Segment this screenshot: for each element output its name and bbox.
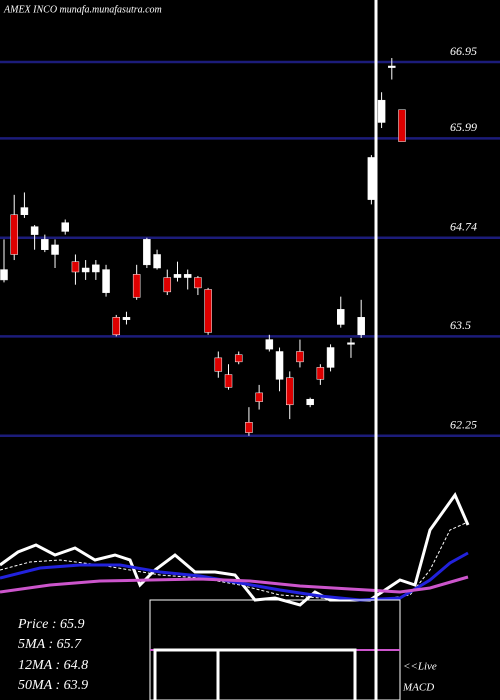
candle-body <box>81 267 90 273</box>
candle-body <box>214 357 223 372</box>
live-label: <<Live <box>403 661 437 673</box>
candle-body <box>285 377 294 406</box>
candle-body <box>30 226 39 235</box>
candle-body <box>122 317 131 320</box>
candle-body <box>255 392 263 402</box>
candle-body <box>326 347 335 368</box>
macd-line <box>153 648 357 700</box>
candle-body <box>275 351 284 380</box>
ma-line-magenta <box>0 575 469 594</box>
indicator-label: MACD <box>402 682 434 694</box>
candle-body <box>388 65 396 68</box>
candle-body <box>234 354 243 363</box>
candle-body <box>143 239 151 266</box>
price-info: Price : 65.9 <box>17 617 84 632</box>
candle-body <box>265 339 274 350</box>
candle-body <box>398 109 406 142</box>
candle-body <box>224 374 233 388</box>
candle-body <box>377 99 386 123</box>
y-tick-label: 65.99 <box>450 120 477 134</box>
y-tick-label: 62.25 <box>450 418 477 432</box>
candle-body <box>0 269 8 281</box>
candle-body <box>71 261 80 273</box>
candle-body <box>306 398 314 406</box>
candle-body <box>102 269 110 293</box>
ma12-info: 12MA : 64.8 <box>18 658 88 673</box>
indicator-panel <box>0 491 470 700</box>
candle-body <box>112 317 121 336</box>
candle-body <box>153 254 161 269</box>
y-tick-label: 66.95 <box>450 44 477 58</box>
grid: 66.95 65.99 64.74 63.5 62.25 <box>0 44 500 438</box>
candle-body <box>173 274 182 278</box>
candle-body <box>51 244 59 255</box>
candle-body <box>163 277 172 293</box>
ma-line-blue <box>0 551 469 602</box>
candle-body <box>20 207 29 215</box>
candles <box>0 58 406 436</box>
candle-body <box>316 367 325 380</box>
candle-body <box>367 157 376 200</box>
candle-body <box>245 422 253 433</box>
ma5-info: 5MA : 65.7 <box>18 637 82 652</box>
candle-body <box>357 317 365 336</box>
y-tick-label: 64.74 <box>450 220 477 234</box>
y-tick-label: 63.5 <box>450 318 471 332</box>
ma-line-fast <box>0 491 470 607</box>
candle-body <box>337 309 345 325</box>
ma50-info: 50MA : 63.9 <box>18 678 88 693</box>
candle-body <box>194 277 202 289</box>
candle-body <box>296 351 304 363</box>
ma-line-slow <box>0 521 469 601</box>
candle-body <box>132 274 141 298</box>
candle-body <box>92 264 100 273</box>
chart-title: AMEX INCO munafa.munafasutra.com <box>3 4 162 15</box>
candle-body <box>10 214 18 255</box>
candle-body <box>204 289 212 333</box>
candle-body <box>41 239 49 250</box>
candle-body <box>61 222 69 232</box>
candle-body <box>347 342 355 345</box>
candle-body <box>183 274 192 278</box>
